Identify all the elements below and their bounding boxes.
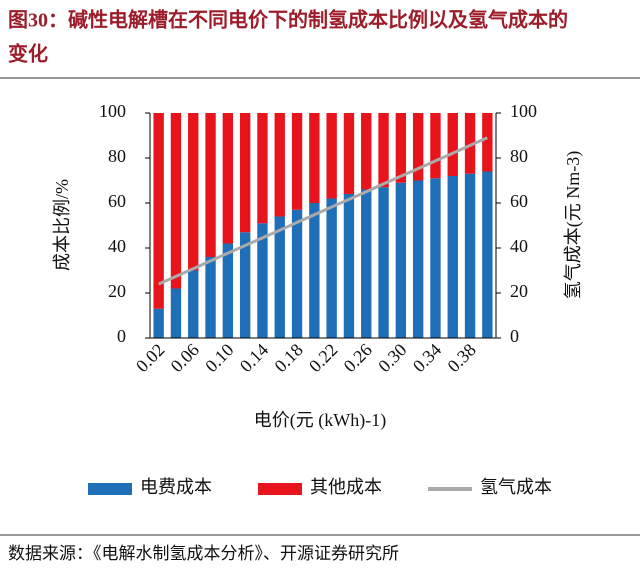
bar — [464, 113, 476, 174]
bar — [447, 176, 458, 338]
bar — [274, 113, 285, 217]
bar — [188, 113, 199, 271]
legend-swatch — [258, 483, 302, 495]
x-tick-label: 0.18 — [270, 340, 306, 376]
y2-tick-label: 100 — [510, 101, 537, 121]
bar — [395, 182, 407, 338]
x-tick-label: 0.30 — [374, 340, 410, 376]
bar — [153, 308, 164, 338]
bar — [378, 113, 389, 188]
y2-tick-label: 20 — [510, 281, 528, 301]
y2-tick-label: 40 — [510, 236, 528, 256]
bar — [464, 173, 476, 338]
y-axis-label: 成本比例/% — [52, 179, 72, 271]
x-tick-label: 0.06 — [167, 340, 203, 376]
bar — [205, 113, 216, 257]
bar — [153, 113, 164, 309]
bar — [447, 113, 458, 176]
x-tick-label: 0.34 — [409, 340, 445, 376]
bar — [239, 113, 251, 233]
bar — [430, 113, 441, 179]
bar — [378, 187, 389, 338]
bar — [326, 113, 337, 199]
legend-label: 氢气成本 — [480, 477, 552, 497]
x-tick-label: 0.14 — [236, 340, 272, 376]
bar — [412, 180, 424, 338]
y-tick-label: 0 — [117, 326, 126, 346]
bar — [430, 178, 441, 338]
y-tick-label: 60 — [108, 191, 126, 211]
bar — [309, 113, 320, 203]
x-tick-label: 0.26 — [340, 340, 376, 376]
x-axis-label: 电价(元 (kWh)-1) — [254, 410, 386, 431]
bar — [343, 113, 355, 194]
x-tick-label: 0.22 — [305, 340, 341, 376]
y-tick-label: 100 — [99, 101, 126, 121]
bar — [239, 232, 251, 338]
y-tick-label: 80 — [108, 146, 126, 166]
line — [158, 136, 488, 286]
bar — [222, 113, 234, 244]
x-tick-label: 0.10 — [201, 340, 237, 376]
bar — [361, 189, 372, 338]
bar — [188, 270, 199, 338]
chart-title: 变化 — [8, 42, 48, 66]
x-tick-label: 0.02 — [132, 340, 168, 376]
x-tick-label: 0.38 — [443, 340, 479, 376]
y2-tick-label: 60 — [510, 191, 528, 211]
bar — [412, 113, 424, 181]
legend-swatch — [88, 483, 132, 495]
bar — [170, 113, 182, 289]
bar — [326, 198, 337, 338]
bar — [309, 203, 320, 338]
bar — [257, 223, 268, 338]
y2-axis-label: 氢气成本(元 Nm-3) — [563, 151, 584, 299]
bar — [170, 288, 182, 338]
bar — [361, 113, 372, 190]
bar — [395, 113, 407, 183]
y2-tick-label: 80 — [510, 146, 528, 166]
bar — [482, 113, 493, 172]
bar — [205, 257, 216, 338]
legend-label: 其他成本 — [310, 477, 382, 497]
legend-label: 电费成本 — [140, 477, 212, 497]
bar — [222, 243, 234, 338]
bar — [291, 209, 303, 338]
source: 数据来源：《电解水制氢成本分析》、开源证券研究所 — [8, 544, 399, 563]
bar — [482, 171, 493, 338]
bar — [274, 216, 285, 338]
y2-tick-label: 0 — [510, 326, 519, 346]
bar — [291, 113, 303, 210]
y-tick-label: 20 — [108, 281, 126, 301]
bar — [257, 113, 268, 224]
bar — [343, 194, 355, 338]
y-tick-label: 40 — [108, 236, 126, 256]
chart-title: 图30：碱性电解槽在不同电价下的制氢成本比例以及氢气成本的 — [8, 8, 568, 32]
